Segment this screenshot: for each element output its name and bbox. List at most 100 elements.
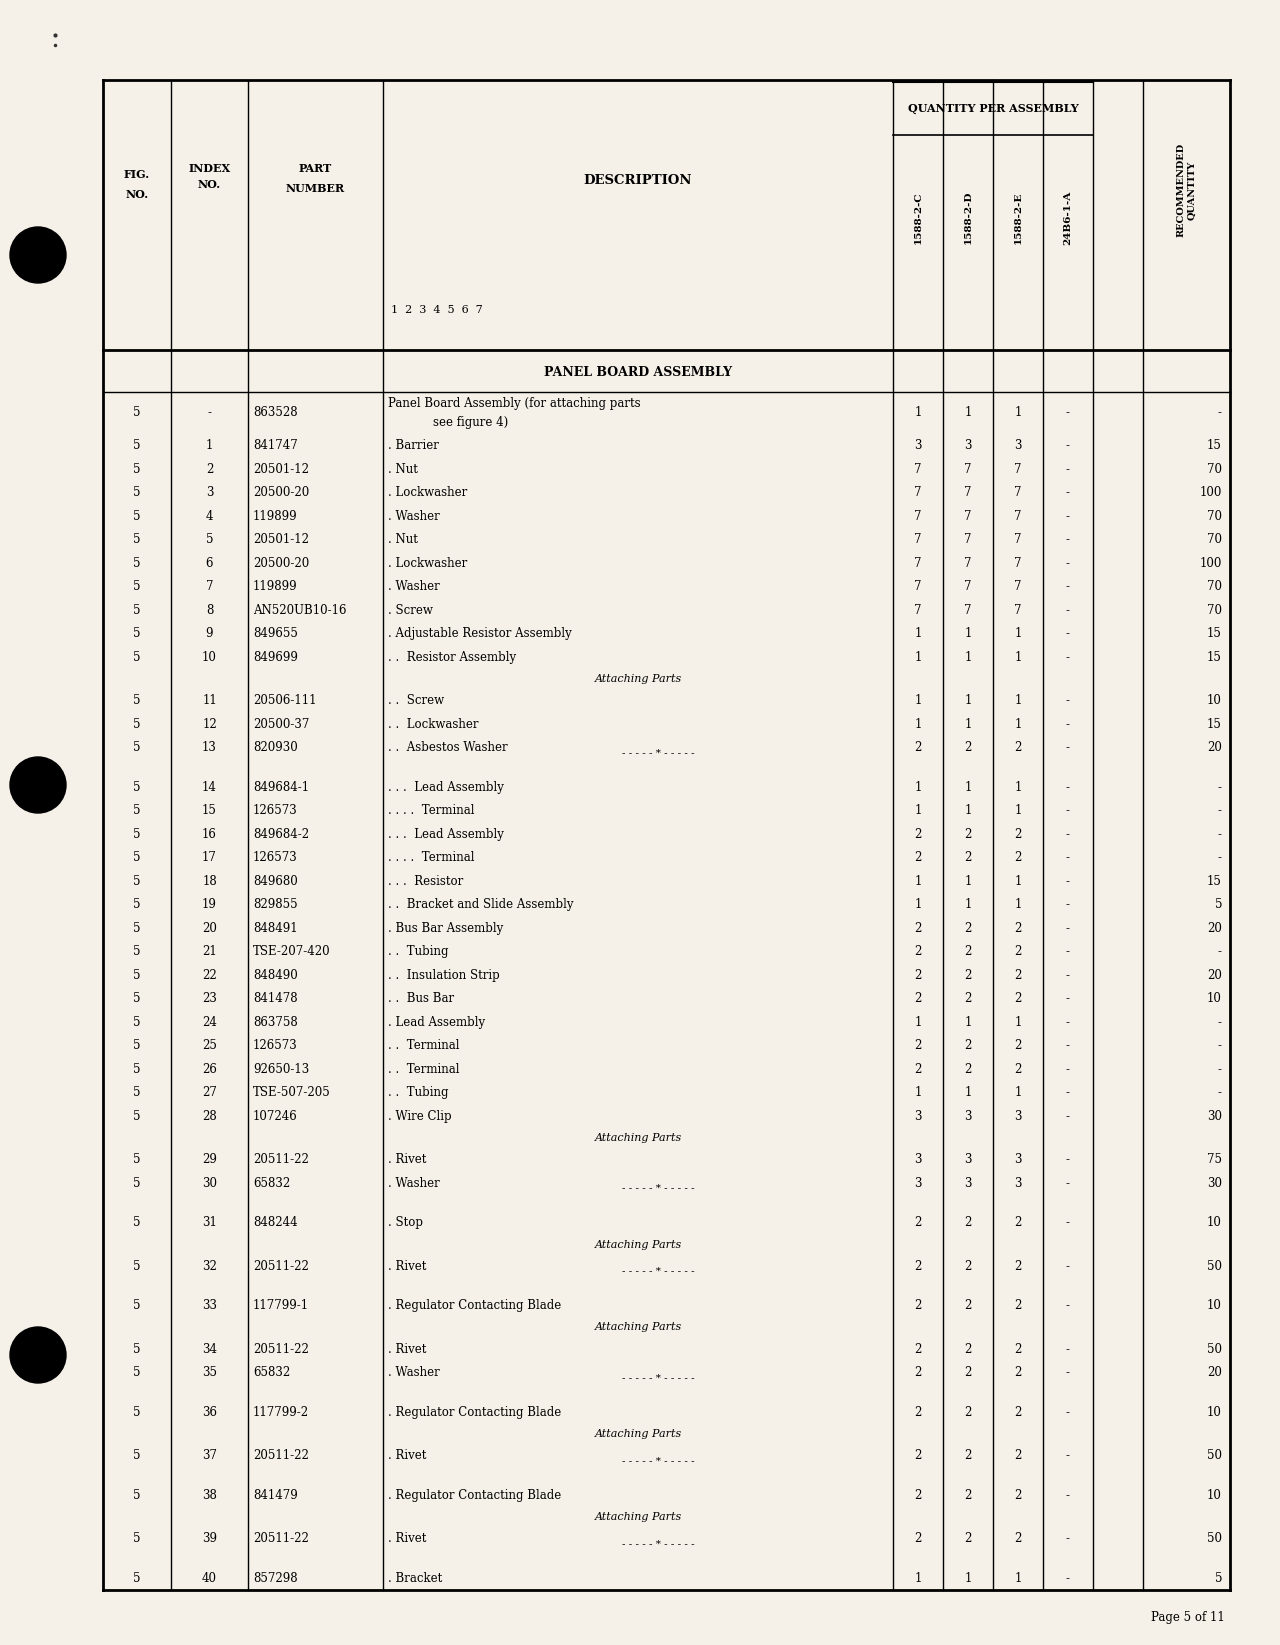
Text: 25: 25 — [202, 1040, 216, 1053]
Text: 5: 5 — [133, 1342, 141, 1355]
Text: 5: 5 — [133, 1153, 141, 1166]
Text: 1: 1 — [206, 439, 214, 452]
Text: 50: 50 — [1207, 1449, 1222, 1462]
Text: 50: 50 — [1207, 1531, 1222, 1545]
Text: 24B6-1-A: 24B6-1-A — [1064, 191, 1073, 245]
Text: 5: 5 — [133, 406, 141, 419]
Text: 26: 26 — [202, 1063, 216, 1076]
Text: 5: 5 — [133, 946, 141, 959]
Text: 10: 10 — [1207, 1406, 1222, 1418]
Text: -: - — [1066, 1153, 1070, 1166]
Text: 2: 2 — [914, 850, 922, 864]
Text: 5: 5 — [133, 694, 141, 707]
Text: 2: 2 — [1014, 827, 1021, 841]
Text: 2: 2 — [1014, 1216, 1021, 1229]
Text: . Lockwasher: . Lockwasher — [388, 487, 467, 498]
Text: 5: 5 — [133, 804, 141, 818]
Text: 1: 1 — [914, 804, 922, 818]
Text: 7: 7 — [914, 604, 922, 617]
Text: 848491: 848491 — [253, 921, 298, 934]
Text: . . .  Lead Assembly: . . . Lead Assembly — [388, 827, 504, 841]
Text: NO.: NO. — [125, 189, 148, 201]
Text: 2: 2 — [1014, 1063, 1021, 1076]
Text: 20: 20 — [1207, 921, 1222, 934]
Text: 2: 2 — [1014, 1342, 1021, 1355]
Text: TSE-207-420: TSE-207-420 — [253, 946, 330, 959]
Text: 20: 20 — [1207, 969, 1222, 982]
Text: 7: 7 — [964, 533, 972, 546]
Text: 117799-2: 117799-2 — [253, 1406, 310, 1418]
Text: -: - — [1066, 1489, 1070, 1502]
Text: 10: 10 — [1207, 1489, 1222, 1502]
Text: DESCRIPTION: DESCRIPTION — [584, 173, 692, 186]
Text: 10: 10 — [202, 651, 216, 663]
Text: 100: 100 — [1199, 487, 1222, 498]
Text: . Washer: . Washer — [388, 510, 440, 523]
Text: 2: 2 — [914, 946, 922, 959]
Text: -: - — [1219, 406, 1222, 419]
Text: 1: 1 — [914, 1571, 922, 1584]
Text: 34: 34 — [202, 1342, 218, 1355]
Text: . Regulator Contacting Blade: . Regulator Contacting Blade — [388, 1406, 561, 1418]
Text: 20501-12: 20501-12 — [253, 533, 308, 546]
Text: -: - — [1066, 462, 1070, 475]
Text: . .  Bracket and Slide Assembly: . . Bracket and Slide Assembly — [388, 898, 573, 911]
Text: . Bracket: . Bracket — [388, 1571, 443, 1584]
Text: 65832: 65832 — [253, 1367, 291, 1379]
Text: -: - — [1066, 742, 1070, 755]
Text: - - - - - * - - - - -: - - - - - * - - - - - — [622, 1267, 694, 1277]
Text: 75: 75 — [1207, 1153, 1222, 1166]
Text: 32: 32 — [202, 1260, 216, 1273]
Text: 1: 1 — [964, 804, 972, 818]
Text: . Washer: . Washer — [388, 1367, 440, 1379]
Text: -: - — [1066, 1300, 1070, 1313]
Text: . . .  Lead Assembly: . . . Lead Assembly — [388, 781, 504, 795]
Text: . . . .  Terminal: . . . . Terminal — [388, 850, 475, 864]
Text: 849655: 849655 — [253, 627, 298, 640]
Text: -: - — [1066, 651, 1070, 663]
Text: 1: 1 — [914, 875, 922, 888]
Text: 22: 22 — [202, 969, 216, 982]
Text: 1  2  3  4  5  6  7: 1 2 3 4 5 6 7 — [390, 304, 483, 314]
Text: 20511-22: 20511-22 — [253, 1260, 308, 1273]
Text: 3: 3 — [914, 1153, 922, 1166]
Text: 7: 7 — [964, 462, 972, 475]
Text: 1: 1 — [914, 627, 922, 640]
Text: 1: 1 — [1014, 694, 1021, 707]
Text: 7: 7 — [1014, 533, 1021, 546]
Text: 1: 1 — [964, 406, 972, 419]
Text: 50: 50 — [1207, 1260, 1222, 1273]
Text: RECOMMENDED
QUANTITY: RECOMMENDED QUANTITY — [1176, 143, 1197, 237]
Text: 31: 31 — [202, 1216, 216, 1229]
Text: 4: 4 — [206, 510, 214, 523]
Text: 2: 2 — [964, 1406, 972, 1418]
Text: 2: 2 — [964, 946, 972, 959]
Text: 1588-2-D: 1588-2-D — [964, 191, 973, 243]
Text: 5: 5 — [133, 992, 141, 1005]
Text: 10: 10 — [1207, 1216, 1222, 1229]
Text: 5: 5 — [133, 1300, 141, 1313]
Text: 5: 5 — [133, 969, 141, 982]
Text: . .  Lockwasher: . . Lockwasher — [388, 717, 479, 730]
Text: 5: 5 — [133, 1110, 141, 1124]
Text: 70: 70 — [1207, 510, 1222, 523]
Text: 20511-22: 20511-22 — [253, 1153, 308, 1166]
Text: 39: 39 — [202, 1531, 218, 1545]
Text: 2: 2 — [1014, 921, 1021, 934]
Text: 1: 1 — [914, 406, 922, 419]
Text: 35: 35 — [202, 1367, 218, 1379]
Text: 5: 5 — [133, 1571, 141, 1584]
Text: Page 5 of 11: Page 5 of 11 — [1151, 1610, 1225, 1624]
Text: 7: 7 — [1014, 556, 1021, 569]
Text: 20500-20: 20500-20 — [253, 487, 310, 498]
Text: 20: 20 — [1207, 742, 1222, 755]
Text: 1: 1 — [914, 1015, 922, 1028]
Text: 2: 2 — [1014, 1531, 1021, 1545]
Text: . Stop: . Stop — [388, 1216, 422, 1229]
Text: 2: 2 — [914, 969, 922, 982]
Text: 17: 17 — [202, 850, 216, 864]
Text: 37: 37 — [202, 1449, 218, 1462]
Text: 1: 1 — [1014, 627, 1021, 640]
Text: Attaching Parts: Attaching Parts — [594, 1430, 682, 1439]
Text: 1: 1 — [964, 1571, 972, 1584]
